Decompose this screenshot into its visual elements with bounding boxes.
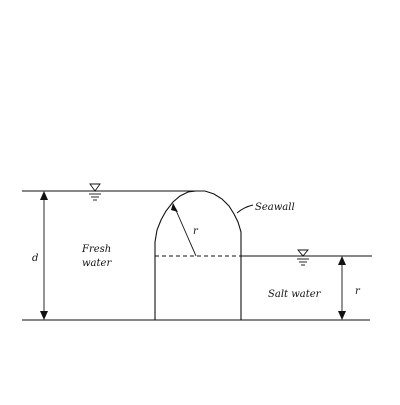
salt-water-label: Salt water (268, 289, 322, 300)
seawall-outline (154, 190, 242, 320)
wall-radius-label: r (193, 226, 199, 237)
right-radius-dimension-arrow (338, 256, 346, 320)
wall-radius-arrow (171, 203, 197, 257)
seawall-label: Seawall (255, 202, 295, 213)
fresh-water-label-line1: Fresh (81, 244, 111, 255)
fresh-water-label-line2: water (82, 258, 112, 269)
fresh-water-surface-icon (89, 183, 101, 201)
seawall-leader-line (236, 204, 254, 214)
salt-water-surface-icon (297, 249, 309, 266)
right-radius-label: r (355, 286, 361, 297)
depth-label: d (32, 253, 38, 264)
depth-dimension-arrow (40, 191, 48, 320)
